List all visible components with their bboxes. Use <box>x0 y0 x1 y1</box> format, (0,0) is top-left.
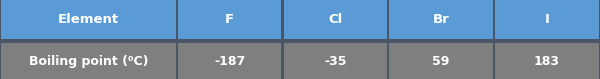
Bar <box>495 0 599 39</box>
Text: F: F <box>225 13 235 26</box>
Text: I: I <box>544 13 550 26</box>
Text: 59: 59 <box>433 55 449 68</box>
Bar <box>284 0 387 39</box>
Bar <box>1 0 176 39</box>
Text: Br: Br <box>433 13 449 26</box>
Bar <box>178 0 281 39</box>
Bar <box>178 43 281 79</box>
Bar <box>1 43 176 79</box>
Bar <box>284 43 387 79</box>
Bar <box>495 43 599 79</box>
Text: -187: -187 <box>214 55 245 68</box>
Bar <box>389 43 493 79</box>
Text: Element: Element <box>58 13 119 26</box>
Text: 183: 183 <box>534 55 560 68</box>
Text: -35: -35 <box>324 55 347 68</box>
Bar <box>389 0 493 39</box>
Text: Boiling point (⁰C): Boiling point (⁰C) <box>29 55 148 68</box>
Text: Cl: Cl <box>328 13 343 26</box>
